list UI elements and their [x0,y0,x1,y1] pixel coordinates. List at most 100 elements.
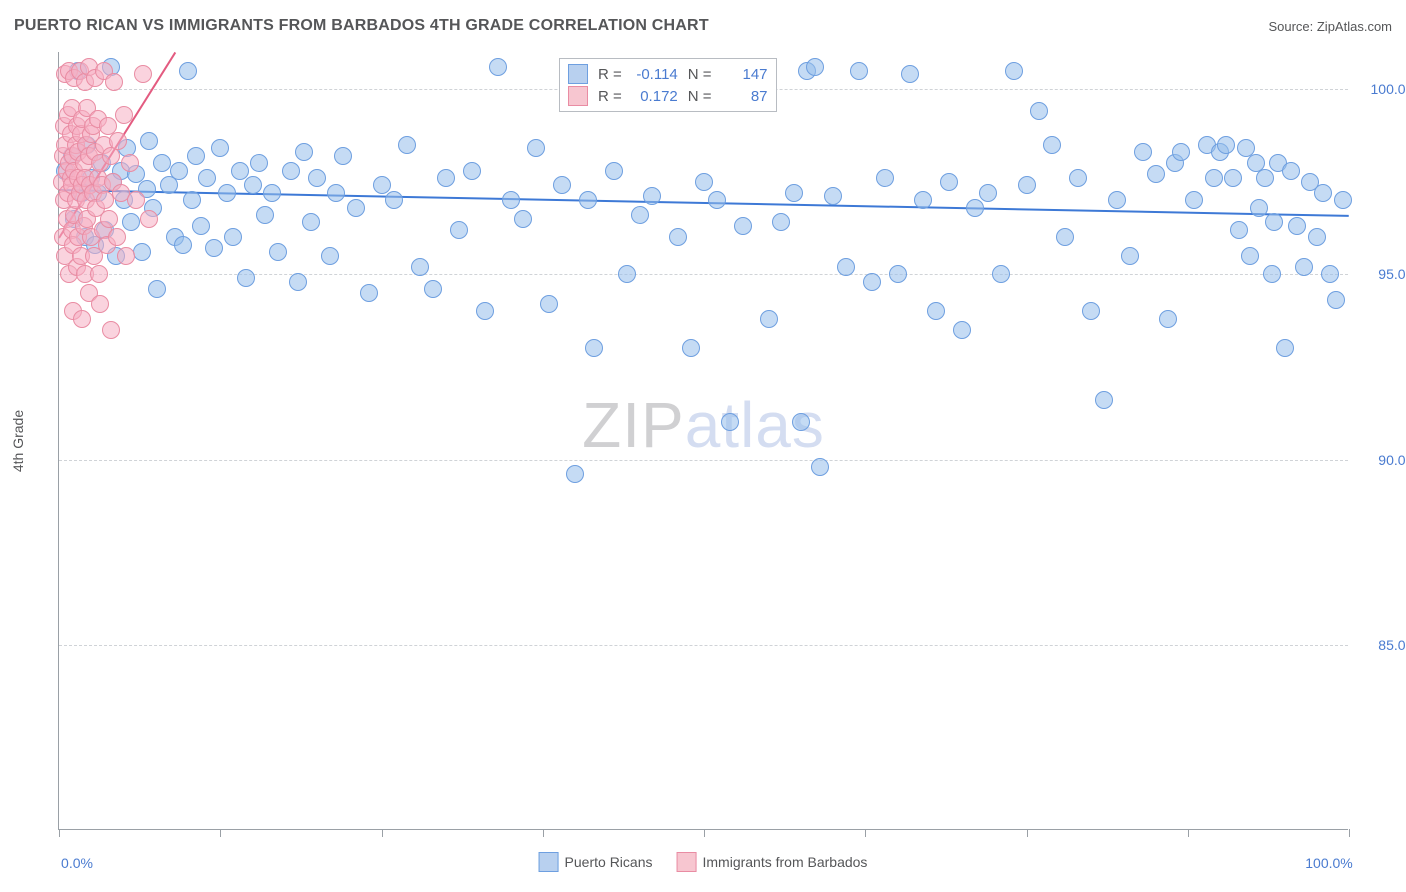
data-point [134,65,152,83]
stats-r-value: -0.114 [632,66,678,83]
stats-row: R =-0.114N =147 [568,63,768,85]
data-point [837,258,855,276]
data-point [863,273,881,291]
grid-line [59,645,1348,646]
data-point [566,465,584,483]
data-point [1172,143,1190,161]
data-point [502,191,520,209]
data-point [463,162,481,180]
data-point [133,243,151,261]
data-point [643,187,661,205]
source-credit: Source: ZipAtlas.com [1268,19,1392,34]
data-point [1147,165,1165,183]
stats-swatch [568,86,588,106]
legend-swatch [676,852,696,872]
legend-bottom: Puerto Ricans Immigrants from Barbados [539,852,868,872]
data-point [585,339,603,357]
data-point [914,191,932,209]
data-point [373,176,391,194]
stats-r-value: 0.172 [632,88,678,105]
data-point [198,169,216,187]
data-point [1282,162,1300,180]
data-point [579,191,597,209]
stats-r-label: R = [598,66,622,83]
data-point [269,243,287,261]
data-point [1018,176,1036,194]
legend-label: Puerto Ricans [565,854,653,870]
data-point [250,154,268,172]
data-point [1121,247,1139,265]
data-point [1265,213,1283,231]
x-tick [865,829,866,837]
data-point [321,247,339,265]
data-point [1334,191,1352,209]
data-point [108,228,126,246]
data-point [183,191,201,209]
data-point [1217,136,1235,154]
x-tick [1027,829,1028,837]
data-point [160,176,178,194]
data-point [669,228,687,246]
data-point [302,213,320,231]
x-tick [382,829,383,837]
data-point [682,339,700,357]
data-point [1095,391,1113,409]
data-point [1205,169,1223,187]
stats-box: R =-0.114N =147R =0.172N =87 [559,58,777,112]
data-point [256,206,274,224]
data-point [122,213,140,231]
data-point [540,295,558,313]
data-point [1263,265,1281,283]
legend-swatch [539,852,559,872]
data-point [205,239,223,257]
data-point [953,321,971,339]
data-point [187,147,205,165]
data-point [244,176,262,194]
data-point [1295,258,1313,276]
data-point [979,184,997,202]
y-axis-label: 4th Grade [10,410,26,472]
data-point [385,191,403,209]
data-point [179,62,197,80]
data-point [127,191,145,209]
grid-line [59,460,1348,461]
data-point [850,62,868,80]
data-point [334,147,352,165]
data-point [514,210,532,228]
data-point [1069,169,1087,187]
watermark-zip: ZIP [582,389,685,461]
x-tick [704,829,705,837]
data-point [1314,184,1332,202]
data-point [1056,228,1074,246]
data-point [1256,169,1274,187]
data-point [308,169,326,187]
data-point [1082,302,1100,320]
y-tick-label: 100.0% [1358,81,1406,97]
data-point [360,284,378,302]
data-point [1030,102,1048,120]
data-point [708,191,726,209]
data-point [109,132,127,150]
data-point [811,458,829,476]
plot-area: ZIPatlas 85.0%90.0%95.0%100.0%0.0%100.0%… [58,52,1348,830]
data-point [1241,247,1259,265]
data-point [1276,339,1294,357]
data-point [148,280,166,298]
stats-n-value: 147 [722,66,768,83]
x-tick [1349,829,1350,837]
data-point [618,265,636,283]
legend-item: Immigrants from Barbados [676,852,867,872]
data-point [237,269,255,287]
data-point [398,136,416,154]
data-point [1159,310,1177,328]
data-point [295,143,313,161]
data-point [1108,191,1126,209]
data-point [1224,169,1242,187]
x-tick-label: 100.0% [1305,855,1352,871]
data-point [1288,217,1306,235]
data-point [966,199,984,217]
plot-container: 4th Grade ZIPatlas 85.0%90.0%95.0%100.0%… [58,52,1348,830]
x-tick [543,829,544,837]
data-point [282,162,300,180]
y-tick-label: 85.0% [1358,637,1406,653]
